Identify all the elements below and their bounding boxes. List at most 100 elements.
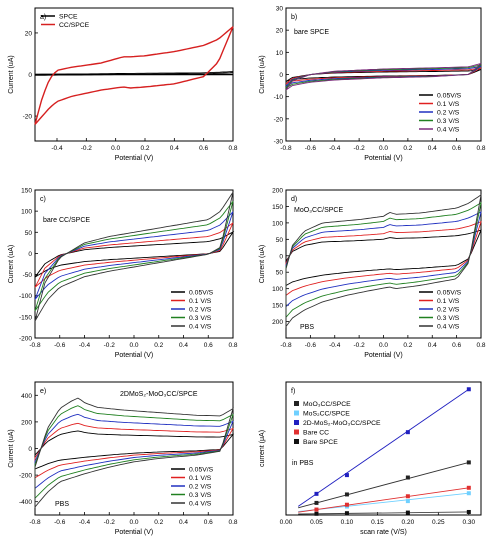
y-axis-label: Current (uA) (8, 245, 15, 284)
x-tick-label: 0.4 (170, 145, 179, 152)
y-tick-label: 150 (272, 303, 283, 310)
x-tick-label: 0.10 (341, 519, 354, 526)
x-tick-label: 0.4 (428, 145, 437, 152)
legend-entry: 0.1 V/S (189, 475, 212, 482)
series-line (285, 64, 482, 89)
series-line (285, 67, 482, 85)
y-tick-label: 0 (28, 72, 32, 79)
x-tick-label: -0.6 (54, 342, 66, 349)
y-axis-label: Current (uA) (8, 55, 15, 94)
y-tick-label: 100 (21, 209, 32, 216)
x-tick-label: -0.4 (329, 145, 341, 152)
data-point (466, 387, 471, 392)
series-line (285, 69, 482, 82)
data-point (405, 499, 410, 504)
y-tick-label: -10 (274, 94, 284, 101)
x-tick-label: -0.8 (280, 342, 292, 349)
x-tick-label: 0.6 (204, 519, 213, 526)
panel-f: 0.00 0.05 0.10 0.15 0.20 0.25 0.30 scan rate (V… (259, 381, 482, 536)
x-tick-label: -0.2 (354, 145, 366, 152)
y-tick-label: -50 (23, 272, 33, 279)
y-tick-label: 20 (25, 30, 33, 37)
data-point (314, 500, 319, 505)
legend-entry: CC/SPCE (59, 22, 90, 29)
x-tick-label: -0.8 (29, 342, 41, 349)
x-tick-label: 0.8 (228, 145, 237, 152)
data-point (314, 511, 319, 516)
legend-entry: SPCE (59, 14, 78, 21)
data-point (344, 473, 349, 478)
series-line (34, 211, 234, 300)
series-line (34, 230, 235, 278)
series-line (285, 65, 482, 87)
y-tick-label: 200 (21, 419, 32, 426)
legend-entry: 0.1 V/S (189, 298, 212, 305)
x-tick-label: 0.20 (402, 519, 415, 526)
annotation: in PBS (292, 460, 314, 467)
legend-entry: 0.05V/S (189, 467, 214, 474)
data-point (466, 509, 471, 514)
panel-label: d) (291, 196, 297, 203)
x-tick-label: -0.8 (29, 519, 41, 526)
y-tick-label: 100 (272, 220, 283, 227)
series-line (285, 211, 482, 308)
series-line (285, 62, 482, 91)
data-point (344, 502, 349, 507)
data-point (405, 510, 410, 515)
data-point (466, 491, 471, 496)
x-axis-label: Potential (V) (364, 155, 403, 162)
panel-e: -0.8 -0.6 -0.4 -0.2 0.0 0.2 0.4 0.6 0.8 -400 -200 0… (8, 381, 238, 536)
data-point (466, 460, 471, 465)
y-tick-label: -100 (19, 293, 32, 300)
panel-label: a) (40, 14, 46, 21)
legend-entry: 2D-MoS₂-MoO₃CC/SPCE (303, 420, 381, 427)
series-line (34, 397, 234, 509)
y-tick-label: 10 (276, 50, 284, 57)
plot-frame (285, 381, 482, 516)
series-line (285, 201, 482, 319)
y-tick-label: 100 (272, 286, 283, 293)
panel-label: b) (291, 14, 297, 21)
annotation: PBS (55, 501, 69, 508)
x-axis-label: Potential (V) (364, 352, 403, 359)
y-tick-label: 200 (272, 319, 283, 326)
y-axis-label: Current (uA) (259, 55, 266, 94)
y-tick-label: 0 (28, 251, 32, 258)
legend-entry: 0.3 V/S (189, 315, 212, 322)
legend-entry: 0.4 V/S (437, 127, 460, 134)
x-tick-label: 0.8 (228, 519, 237, 526)
y-tick-label: 50 (25, 230, 33, 237)
legend-entry: 0.3 V/S (189, 492, 212, 499)
x-tick-label: 0.0 (129, 342, 138, 349)
legend-entry: 0.05V/S (437, 93, 462, 100)
x-tick-label: 0.2 (154, 519, 163, 526)
panel-label: e) (40, 388, 46, 395)
y-tick-label: 150 (272, 204, 283, 211)
annotation: PBS (300, 324, 314, 331)
data-point (314, 507, 319, 512)
y-tick-label: -400 (19, 499, 32, 506)
x-tick-label: 0.2 (403, 145, 412, 152)
y-axis-label: Current (uA) (259, 245, 266, 284)
x-tick-label: -0.4 (329, 342, 341, 349)
annotation: MoO₃CC/SPCE (294, 207, 343, 214)
y-tick-label: -20 (23, 114, 33, 121)
x-tick-label: 0.8 (476, 145, 485, 152)
series-line (34, 405, 234, 500)
panel-b: -0.8 -0.6 -0.4 -0.2 0.0 0.2 0.4 0.6 0.8 -30 -20 -10… (259, 6, 486, 163)
legend-entry: 0.2 V/S (437, 307, 460, 314)
annotation: bare SPCE (294, 29, 329, 36)
x-tick-label: -0.6 (305, 145, 317, 152)
x-tick-label: 0.25 (432, 519, 445, 526)
x-tick-label: 0.6 (204, 342, 213, 349)
legend-entry: 0.2 V/S (437, 110, 460, 117)
x-tick-label: -0.8 (280, 145, 292, 152)
x-tick-label: 0.0 (129, 519, 138, 526)
legend-swatch (294, 410, 299, 416)
y-axis-label: Current (uA) (8, 429, 15, 468)
x-tick-label: -0.4 (51, 145, 63, 152)
legend-entry: 0.1 V/S (437, 298, 460, 305)
legend-swatch (294, 401, 299, 406)
fit-line (297, 388, 470, 507)
